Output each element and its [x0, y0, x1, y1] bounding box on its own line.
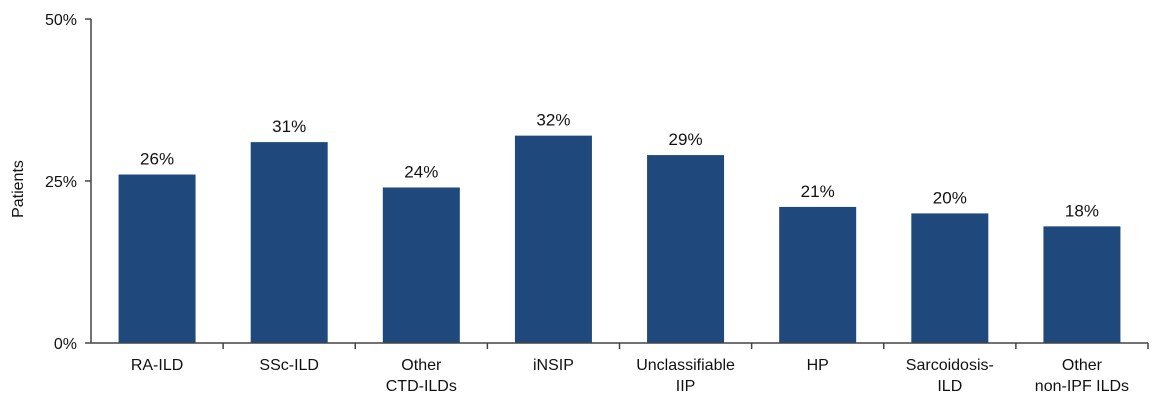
data-label: 24%	[404, 162, 438, 181]
data-label: 31%	[272, 117, 306, 136]
y-tick-label: 0%	[54, 336, 77, 353]
bar	[250, 142, 328, 343]
x-tick-label: Other	[401, 357, 442, 374]
data-label: 32%	[536, 111, 570, 130]
bar	[779, 206, 857, 343]
y-axis-title: Patients	[10, 160, 27, 218]
data-label: 20%	[933, 188, 967, 207]
bar	[118, 174, 196, 343]
data-label: 26%	[140, 150, 174, 169]
x-tick-label: Other	[1062, 357, 1103, 374]
y-tick-label: 50%	[45, 12, 77, 29]
data-label: 29%	[669, 130, 703, 149]
data-label: 18%	[1065, 201, 1099, 220]
bar	[647, 155, 725, 343]
x-tick-label: iNSIP	[533, 357, 574, 374]
bar	[1043, 226, 1121, 343]
x-tick-label: Unclassifiable	[636, 357, 735, 374]
y-axis: 0% 25% 50%	[45, 12, 92, 353]
bar	[911, 213, 989, 343]
bars-group	[118, 135, 1121, 343]
bar	[514, 135, 592, 343]
x-tick-label: ILD	[937, 378, 962, 395]
bar	[382, 187, 460, 343]
x-tick-label: HP	[807, 357, 829, 374]
x-tick-label: CTD-ILDs	[386, 378, 457, 395]
x-tick-label: IIP	[676, 378, 696, 395]
y-tick-label: 25%	[45, 174, 77, 191]
x-tick-label: SSc-ILD	[259, 357, 319, 374]
x-tick-label: Sarcoidosis-	[906, 357, 994, 374]
x-tick-label: non-IPF ILDs	[1035, 378, 1129, 395]
data-label: 21%	[801, 182, 835, 201]
data-labels-group: 26% 31% 24% 32% 29% 21% 20% 18%	[140, 111, 1099, 221]
x-axis: RA-ILD SSc-ILD Other CTD-ILDs iNSIP Unclassif…	[91, 342, 1149, 395]
x-tick-label: RA-ILD	[131, 357, 183, 374]
